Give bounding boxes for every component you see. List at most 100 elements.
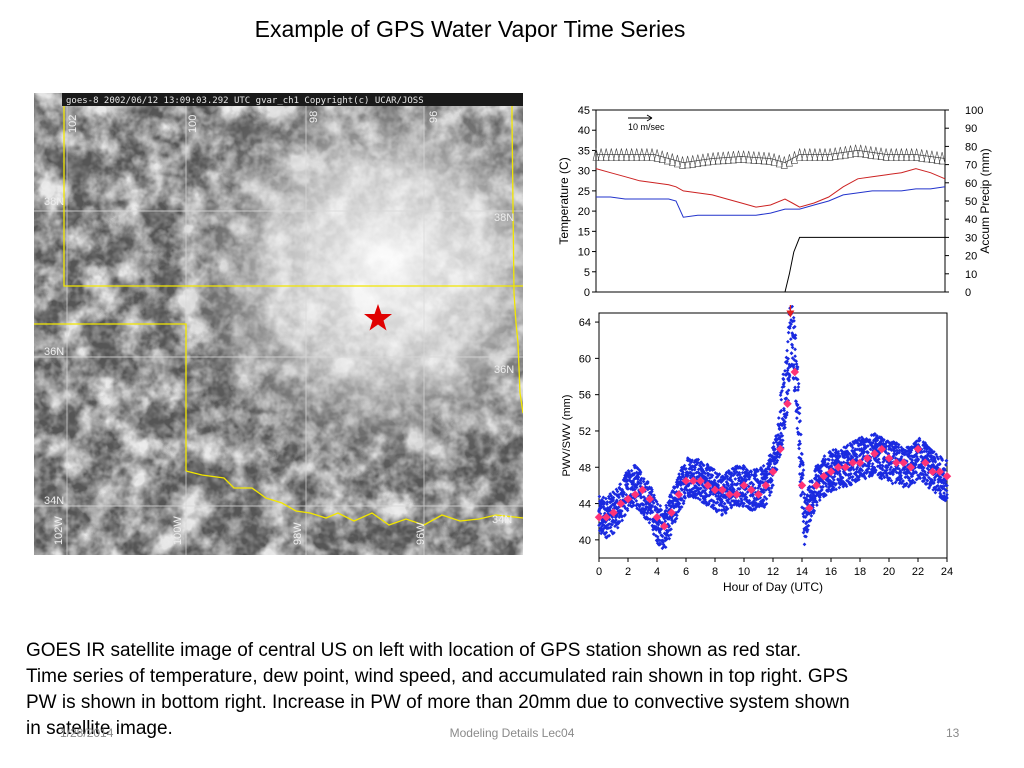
swv-point [784, 396, 789, 401]
swv-point [942, 491, 946, 495]
swv-point [806, 523, 811, 528]
swv-point [789, 322, 793, 326]
wind-barb [816, 148, 824, 161]
wind-barb [674, 154, 681, 168]
wind-barb [811, 148, 819, 161]
swv-point [796, 381, 801, 386]
swv-point [664, 536, 669, 540]
swv-point [790, 356, 795, 360]
wind-barb [801, 148, 809, 161]
wind-barb [847, 145, 854, 158]
swv-point [801, 473, 805, 477]
swv-point [747, 498, 752, 503]
swv-point [923, 476, 927, 481]
swv-point [770, 478, 774, 483]
pwv-point [747, 485, 756, 495]
wind-barb [933, 151, 941, 164]
wind-barb [689, 155, 697, 168]
y2-tick-label: 30 [965, 232, 977, 244]
weather-time-series-chart: 0 5 10 15 20 25 30 35 40 45 0 10 20 30 40 50 60 70 80 90 100… [557, 105, 992, 299]
swv-point [597, 494, 602, 499]
y-tick-label: 0 [584, 287, 590, 299]
swv-point [693, 465, 697, 470]
swv-point [804, 534, 808, 539]
x-tick-label: 8 [712, 566, 718, 578]
lon-label: 102 [67, 115, 79, 133]
swv-point [604, 496, 608, 501]
wind-barb [908, 148, 915, 161]
y-tick-label: 35 [578, 145, 590, 157]
swv-point [774, 467, 779, 472]
swv-point [894, 444, 898, 449]
swv-point [801, 468, 806, 472]
swv-point [726, 483, 731, 488]
slide-title: Example of GPS Water Vapor Time Series [254, 16, 686, 42]
swv-point [809, 514, 814, 518]
wind-barb [633, 148, 641, 161]
swv-point [823, 481, 828, 486]
swv-point [933, 460, 938, 464]
wind-barb [602, 148, 610, 161]
swv-point [829, 464, 834, 469]
swv-point [786, 330, 791, 335]
swv-point [780, 442, 784, 447]
swv-point [827, 458, 832, 462]
swv-point [910, 478, 915, 483]
swv-point [802, 542, 807, 547]
swv-point [944, 458, 949, 463]
slide-caption: GOES IR satellite image of central US on… [26, 638, 1016, 742]
swv-point [850, 475, 855, 479]
wind-barb [643, 148, 651, 161]
lon-label: 96W [415, 522, 427, 545]
swv-point [794, 362, 799, 366]
swv-point [795, 426, 800, 431]
wind-barb [831, 147, 839, 160]
x-tick-label: 6 [683, 566, 689, 578]
y-tick-label: 48 [579, 462, 591, 474]
swv-point [857, 477, 861, 482]
swv-point [897, 448, 902, 453]
swv-point [863, 476, 868, 481]
wind-barb [658, 150, 666, 163]
swv-point [796, 388, 800, 392]
lon-label: 102W [53, 516, 65, 545]
y-tick-label: 45 [578, 105, 590, 117]
swv-point [933, 490, 938, 495]
lon-label: 100 [187, 115, 199, 133]
swv-point [832, 478, 836, 482]
swv-point [711, 503, 716, 508]
wind-barb [613, 148, 620, 161]
swv-point [649, 492, 654, 497]
swv-point [790, 345, 795, 350]
swv-point [786, 339, 790, 344]
swv-point [862, 449, 867, 454]
swv-point [873, 432, 877, 436]
swv-point [896, 445, 901, 450]
caption-line: in satellite image. [26, 718, 173, 739]
swv-point [764, 501, 769, 506]
wind-barb [913, 148, 920, 161]
swv-point [802, 492, 807, 497]
y-tick-label: 64 [579, 317, 591, 329]
swv-point [618, 482, 623, 487]
wind-barb [765, 152, 773, 165]
pwv-point [710, 485, 720, 495]
footer-title: Modeling Details Lec04 [449, 726, 575, 740]
wind-barb [791, 151, 798, 164]
swv-point [776, 433, 781, 437]
swv-point [652, 493, 656, 498]
swv-point [699, 486, 703, 491]
swv-point [610, 522, 614, 527]
swv-point [658, 530, 662, 535]
swv-point [633, 487, 637, 492]
swv-point [677, 472, 681, 476]
swv-point [779, 397, 784, 402]
wind-barb [740, 150, 747, 163]
x-tick-label: 18 [854, 566, 866, 578]
page-number: 13 [946, 726, 960, 740]
swv-point [844, 484, 849, 489]
pwv-point [739, 481, 749, 490]
wind-barb [862, 145, 870, 158]
swv-point [646, 480, 650, 484]
